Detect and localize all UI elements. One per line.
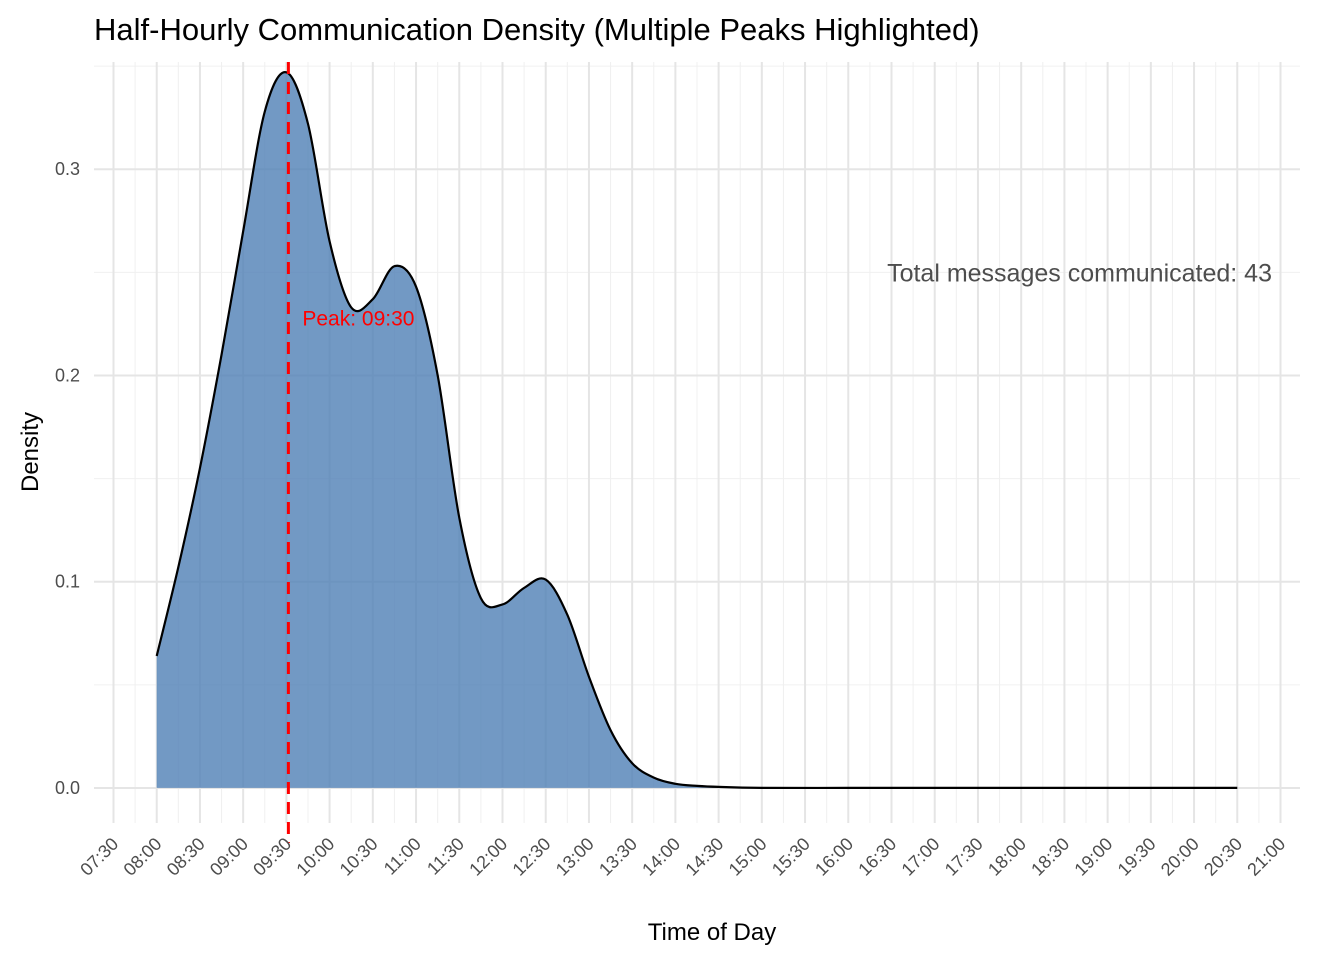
x-tick-label: 13:30: [595, 834, 641, 880]
x-tick-label: 17:30: [941, 834, 987, 880]
x-tick-label: 09:00: [206, 834, 252, 880]
x-tick-label: 15:00: [725, 834, 771, 880]
x-tick-label: 08:00: [120, 834, 166, 880]
minor-gridlines: [94, 62, 1300, 823]
x-tick-label: 08:30: [163, 834, 209, 880]
x-tick-label: 10:00: [292, 834, 338, 880]
x-axis-title: Time of Day: [648, 919, 776, 946]
x-tick-label: 19:30: [1114, 834, 1160, 880]
x-tick-label: 14:00: [638, 834, 684, 880]
y-tick-label: 0.1: [55, 572, 80, 592]
x-tick-label: 16:00: [811, 834, 857, 880]
x-tick-label: 07:30: [76, 834, 122, 880]
x-tick-label: 16:30: [854, 834, 900, 880]
y-tick-label: 0.0: [55, 778, 80, 798]
x-tick-label: 21:00: [1243, 834, 1289, 880]
x-axis-ticks: 07:3008:0008:3009:0009:3010:0010:3011:00…: [76, 834, 1289, 880]
x-tick-label: 20:30: [1200, 834, 1246, 880]
x-tick-label: 15:30: [768, 834, 814, 880]
x-tick-label: 19:00: [1070, 834, 1116, 880]
x-tick-label: 17:00: [898, 834, 944, 880]
x-tick-label: 10:30: [336, 834, 382, 880]
y-axis-title: Density: [17, 412, 44, 492]
x-tick-label: 14:30: [681, 834, 727, 880]
x-tick-label: 20:00: [1157, 834, 1203, 880]
x-tick-label: 18:00: [984, 834, 1030, 880]
x-tick-label: 09:30: [249, 834, 295, 880]
x-tick-label: 12:00: [465, 834, 511, 880]
x-tick-label: 18:30: [1027, 834, 1073, 880]
peak-label: Peak: 09:30: [302, 308, 414, 331]
x-tick-label: 11:00: [380, 834, 425, 879]
density-area: [156, 72, 1238, 788]
x-tick-label: 13:00: [552, 834, 598, 880]
total-messages-annotation: Total messages communicated: 43: [887, 259, 1272, 287]
y-tick-label: 0.2: [55, 365, 80, 385]
x-tick-label: 11:30: [423, 834, 468, 879]
y-axis-ticks: 0.0 0.1 0.2 0.3: [55, 159, 80, 798]
density-curve: [155, 71, 1238, 790]
y-tick-label: 0.3: [55, 159, 80, 179]
chart-title: Half-Hourly Communication Density (Multi…: [94, 12, 980, 47]
x-tick-label: 12:30: [509, 834, 555, 880]
